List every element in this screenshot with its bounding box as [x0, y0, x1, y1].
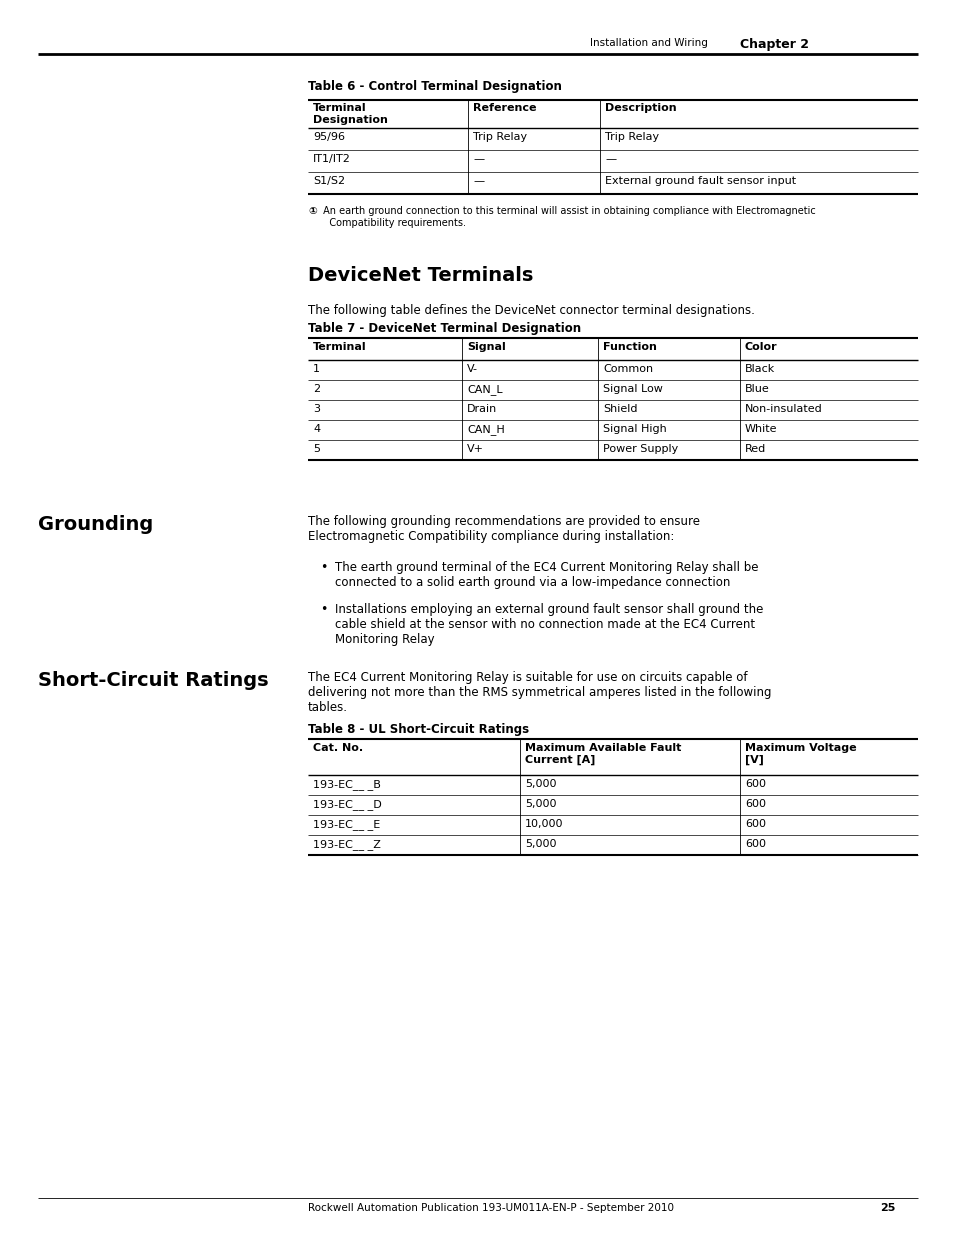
Text: 193-EC__ _B: 193-EC__ _B	[313, 779, 380, 790]
Text: 193-EC__ _E: 193-EC__ _E	[313, 819, 380, 830]
Text: —: —	[473, 177, 483, 186]
Text: 2: 2	[313, 384, 320, 394]
Text: The EC4 Current Monitoring Relay is suitable for use on circuits capable of
deli: The EC4 Current Monitoring Relay is suit…	[308, 671, 771, 714]
Text: 193-EC__ _Z: 193-EC__ _Z	[313, 839, 380, 850]
Text: 600: 600	[744, 799, 765, 809]
Text: Grounding: Grounding	[38, 515, 153, 534]
Text: Drain: Drain	[467, 404, 497, 414]
Text: Common: Common	[602, 364, 653, 374]
Text: DeviceNet Terminals: DeviceNet Terminals	[308, 266, 533, 285]
Text: Terminal
Designation: Terminal Designation	[313, 103, 388, 125]
Text: The following table defines the DeviceNet connector terminal designations.: The following table defines the DeviceNe…	[308, 304, 754, 317]
Text: The earth ground terminal of the EC4 Current Monitoring Relay shall be
connected: The earth ground terminal of the EC4 Cur…	[335, 561, 758, 589]
Text: S1/S2: S1/S2	[313, 177, 345, 186]
Text: Table 8 - UL Short-Circuit Ratings: Table 8 - UL Short-Circuit Ratings	[308, 722, 529, 736]
Text: Trip Relay: Trip Relay	[473, 132, 527, 142]
Text: Table 7 - DeviceNet Terminal Designation: Table 7 - DeviceNet Terminal Designation	[308, 322, 580, 335]
Text: Terminal: Terminal	[313, 342, 366, 352]
Text: —: —	[604, 154, 616, 164]
Text: 600: 600	[744, 819, 765, 829]
Text: Installations employing an external ground fault sensor shall ground the
cable s: Installations employing an external grou…	[335, 603, 762, 646]
Text: 5,000: 5,000	[524, 779, 556, 789]
Text: Chapter 2: Chapter 2	[740, 38, 808, 51]
Text: Red: Red	[744, 445, 765, 454]
Text: 1: 1	[313, 364, 319, 374]
Text: Cat. No.: Cat. No.	[313, 743, 363, 753]
Text: Maximum Voltage
[V]: Maximum Voltage [V]	[744, 743, 856, 764]
Text: 10,000: 10,000	[524, 819, 563, 829]
Text: Installation and Wiring: Installation and Wiring	[589, 38, 707, 48]
Text: IT1/IT2: IT1/IT2	[313, 154, 351, 164]
Text: 5,000: 5,000	[524, 839, 556, 848]
Text: 600: 600	[744, 779, 765, 789]
Text: Reference: Reference	[473, 103, 536, 112]
Text: Black: Black	[744, 364, 775, 374]
Text: Description: Description	[604, 103, 676, 112]
Text: 25: 25	[879, 1203, 895, 1213]
Text: •: •	[319, 603, 327, 616]
Text: Maximum Available Fault
Current [A]: Maximum Available Fault Current [A]	[524, 743, 680, 764]
Text: Table 6 - Control Terminal Designation: Table 6 - Control Terminal Designation	[308, 80, 561, 93]
Text: Trip Relay: Trip Relay	[604, 132, 659, 142]
Text: 3: 3	[313, 404, 319, 414]
Text: Color: Color	[744, 342, 777, 352]
Text: 600: 600	[744, 839, 765, 848]
Text: Non-insulated: Non-insulated	[744, 404, 821, 414]
Text: Rockwell Automation Publication 193-UM011A-EN-P - September 2010: Rockwell Automation Publication 193-UM01…	[308, 1203, 673, 1213]
Text: Signal High: Signal High	[602, 424, 666, 433]
Text: Blue: Blue	[744, 384, 769, 394]
Text: Power Supply: Power Supply	[602, 445, 678, 454]
Text: The following grounding recommendations are provided to ensure
Electromagnetic C: The following grounding recommendations …	[308, 515, 700, 543]
Text: White: White	[744, 424, 777, 433]
Text: 95/96: 95/96	[313, 132, 345, 142]
Text: External ground fault sensor input: External ground fault sensor input	[604, 177, 796, 186]
Text: 5: 5	[313, 445, 319, 454]
Text: 5,000: 5,000	[524, 799, 556, 809]
Text: CAN_L: CAN_L	[467, 384, 502, 395]
Text: 4: 4	[313, 424, 320, 433]
Text: •: •	[319, 561, 327, 574]
Text: 193-EC__ _D: 193-EC__ _D	[313, 799, 381, 810]
Text: —: —	[473, 154, 483, 164]
Text: ①: ①	[308, 206, 316, 216]
Text: CAN_H: CAN_H	[467, 424, 504, 435]
Text: V+: V+	[467, 445, 483, 454]
Text: V-: V-	[467, 364, 477, 374]
Text: Signal: Signal	[467, 342, 505, 352]
Text: Function: Function	[602, 342, 657, 352]
Text: Signal Low: Signal Low	[602, 384, 662, 394]
Text: An earth ground connection to this terminal will assist in obtaining compliance : An earth ground connection to this termi…	[319, 206, 815, 227]
Text: Shield: Shield	[602, 404, 637, 414]
Text: Short-Circuit Ratings: Short-Circuit Ratings	[38, 671, 269, 690]
